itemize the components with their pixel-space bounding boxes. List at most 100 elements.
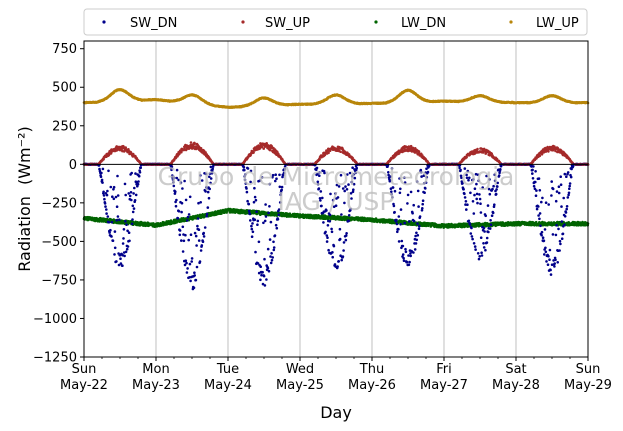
sw-dn-point <box>193 271 196 275</box>
sw-dn-point <box>421 207 424 210</box>
sw-dn-point <box>100 171 103 175</box>
sw-dn-point <box>326 236 329 239</box>
sw-dn-point <box>203 226 207 229</box>
sw-dn-point <box>412 251 415 254</box>
sw-dn-point <box>340 258 344 262</box>
sw-dn-point <box>273 234 277 237</box>
sw-dn-point <box>395 222 399 226</box>
legend-label-sw-up: SW_UP <box>265 16 310 31</box>
sw-dn-point <box>249 219 252 222</box>
sw-dn-point <box>185 271 189 274</box>
sw-up-point <box>339 150 342 153</box>
sw-dn-point <box>205 212 209 216</box>
sw-dn-point <box>138 171 142 174</box>
sw-up-point <box>252 151 255 154</box>
sw-dn-point <box>195 244 198 247</box>
sw-dn-point <box>179 181 183 184</box>
sw-dn-point <box>345 232 348 235</box>
sw-dn-point <box>186 267 189 270</box>
sw-dn-point <box>131 210 135 214</box>
sw-dn-point <box>262 274 266 278</box>
sw-dn-point <box>175 168 179 172</box>
sw-up-point <box>327 151 330 155</box>
sw-dn-point <box>330 230 334 234</box>
sw-up-point <box>193 142 196 146</box>
sw-dn-point <box>256 219 260 223</box>
sw-dn-point <box>406 193 410 197</box>
sw-dn-point <box>250 227 254 231</box>
sw-dn-point <box>180 239 183 242</box>
sw-dn-point <box>261 270 264 274</box>
sw-dn-point <box>181 225 185 229</box>
sw-dn-point <box>415 238 419 242</box>
sw-dn-point <box>199 174 202 177</box>
sw-dn-point <box>325 234 329 237</box>
sw-dn-point <box>404 250 408 254</box>
sw-dn-point <box>111 195 114 198</box>
sw-dn-point <box>396 230 399 234</box>
sw-dn-point <box>105 208 108 211</box>
sw-dn-point <box>253 195 257 199</box>
sw-dn-point <box>136 182 140 186</box>
sw-dn-point <box>272 240 275 244</box>
sw-dn-point <box>247 202 251 206</box>
sw-dn-point <box>116 215 120 218</box>
sw-dn-point <box>184 233 187 237</box>
sw-dn-point <box>338 237 342 241</box>
sw-dn-point <box>341 255 345 258</box>
sw-dn-point <box>130 171 133 175</box>
sw-dn-point <box>114 195 118 199</box>
sw-dn-point <box>137 180 140 183</box>
sw-dn-point <box>192 286 196 290</box>
sw-dn-point <box>201 240 205 243</box>
sw-dn-point <box>126 229 129 233</box>
sw-dn-point <box>119 262 123 265</box>
sw-dn-point <box>101 181 104 184</box>
sw-dn-point <box>115 218 118 222</box>
sw-dn-point <box>266 266 270 270</box>
sw-dn-point <box>416 234 420 237</box>
sw-dn-point <box>417 227 421 231</box>
sw-dn-point <box>172 181 175 184</box>
sw-dn-point <box>408 260 411 264</box>
sw-dn-point <box>332 244 336 248</box>
sw-dn-point <box>272 246 276 249</box>
sw-dn-point <box>193 274 196 277</box>
sw-dn-point <box>259 265 263 269</box>
sw-dn-point <box>100 178 104 182</box>
grid-lines <box>155 41 517 357</box>
sw-dn-point <box>107 169 110 173</box>
sw-up-point <box>204 151 207 154</box>
sw-dn-point <box>139 166 142 169</box>
sw-dn-point <box>130 222 134 226</box>
sw-dn-point <box>272 248 276 252</box>
sw-dn-point <box>263 257 266 261</box>
sw-dn-point <box>413 248 417 251</box>
sw-dn-point <box>105 212 108 215</box>
sw-dn-point <box>267 211 270 215</box>
sw-dn-point <box>265 278 268 281</box>
sw-dn-point <box>129 191 133 194</box>
sw-dn-point <box>207 196 211 200</box>
legend-marker-sw-up <box>241 20 245 24</box>
sw-dn-point <box>328 220 332 223</box>
legend-marker-lw-up <box>509 20 513 24</box>
legend-frame <box>83 8 588 36</box>
sw-dn-point <box>421 199 425 202</box>
sw-dn-point <box>338 227 342 231</box>
sw-dn-point <box>342 241 346 244</box>
sw-dn-point <box>104 205 107 208</box>
sw-dn-point <box>186 215 190 219</box>
sw-dn-point <box>123 182 127 186</box>
sw-dn-point <box>246 199 249 203</box>
sw-dn-point <box>124 220 127 223</box>
sw-dn-point <box>180 210 183 214</box>
sw-up-point <box>189 141 193 144</box>
sw-dn-point <box>109 228 112 232</box>
sw-dn-point <box>199 201 202 204</box>
sw-up-point <box>180 150 183 154</box>
legend-label-lw-dn: LW_DN <box>401 16 446 31</box>
sw-dn-point <box>193 231 197 235</box>
sw-dn-point <box>412 203 416 207</box>
